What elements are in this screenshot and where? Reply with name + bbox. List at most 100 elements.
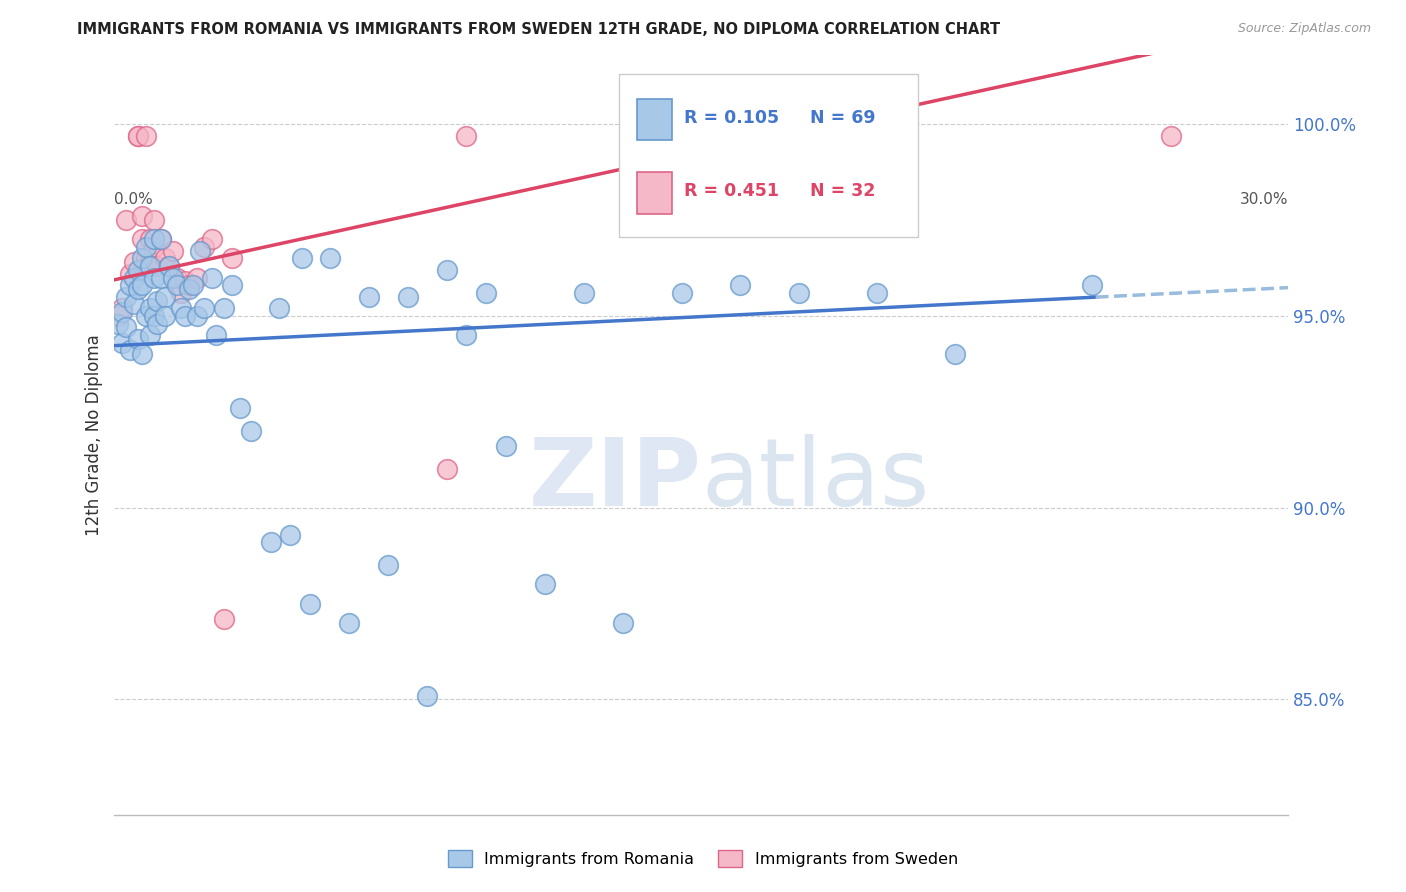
- Point: [291, 252, 314, 266]
- Point: [396, 290, 419, 304]
- Point: [131, 252, 153, 266]
- Point: [193, 301, 215, 316]
- Point: [131, 347, 153, 361]
- Point: [228, 401, 250, 415]
- Point: [177, 282, 200, 296]
- Point: [142, 232, 165, 246]
- Point: [150, 270, 173, 285]
- Point: [157, 259, 180, 273]
- FancyBboxPatch shape: [637, 99, 672, 141]
- Point: [150, 232, 173, 246]
- Point: [131, 232, 153, 246]
- Point: [138, 328, 160, 343]
- Point: [221, 252, 243, 266]
- Point: [135, 309, 157, 323]
- Point: [186, 270, 208, 285]
- Point: [135, 128, 157, 143]
- Point: [201, 232, 224, 246]
- Point: [475, 285, 498, 300]
- Point: [533, 577, 555, 591]
- Point: [120, 267, 142, 281]
- Point: [120, 343, 142, 358]
- Point: [260, 535, 283, 549]
- Point: [127, 282, 149, 296]
- Point: [318, 252, 340, 266]
- Point: [162, 244, 184, 258]
- Point: [298, 597, 321, 611]
- Point: [170, 301, 193, 316]
- Y-axis label: 12th Grade, No Diploma: 12th Grade, No Diploma: [86, 334, 103, 536]
- Text: 30.0%: 30.0%: [1240, 192, 1288, 207]
- Point: [135, 252, 157, 266]
- Point: [572, 285, 595, 300]
- Point: [173, 309, 195, 323]
- Point: [142, 213, 165, 227]
- FancyBboxPatch shape: [637, 172, 672, 214]
- Point: [142, 240, 165, 254]
- Point: [205, 328, 228, 343]
- Text: IMMIGRANTS FROM ROMANIA VS IMMIGRANTS FROM SWEDEN 12TH GRADE, NO DIPLOMA CORRELA: IMMIGRANTS FROM ROMANIA VS IMMIGRANTS FR…: [77, 22, 1001, 37]
- Point: [495, 439, 517, 453]
- Point: [240, 424, 263, 438]
- Point: [138, 301, 160, 316]
- Point: [730, 278, 752, 293]
- Legend: Immigrants from Romania, Immigrants from Sweden: Immigrants from Romania, Immigrants from…: [441, 843, 965, 873]
- Text: N = 69: N = 69: [810, 109, 876, 127]
- Text: N = 32: N = 32: [810, 182, 876, 200]
- Point: [122, 255, 145, 269]
- Point: [212, 612, 235, 626]
- Point: [166, 278, 188, 293]
- Point: [186, 309, 208, 323]
- Point: [162, 270, 184, 285]
- Point: [436, 462, 458, 476]
- Point: [201, 270, 224, 285]
- Point: [1081, 278, 1104, 293]
- Point: [456, 128, 478, 143]
- Point: [146, 317, 169, 331]
- Point: [157, 259, 180, 273]
- Point: [127, 128, 149, 143]
- Point: [127, 332, 149, 346]
- Point: [127, 128, 149, 143]
- Text: 0.0%: 0.0%: [114, 192, 153, 207]
- Point: [155, 252, 177, 266]
- Text: Source: ZipAtlas.com: Source: ZipAtlas.com: [1237, 22, 1371, 36]
- Point: [166, 270, 188, 285]
- Point: [142, 309, 165, 323]
- Point: [212, 301, 235, 316]
- Point: [111, 301, 134, 316]
- Point: [111, 305, 134, 319]
- Point: [138, 259, 160, 273]
- Point: [138, 255, 160, 269]
- Point: [146, 293, 169, 308]
- Point: [193, 240, 215, 254]
- Point: [337, 615, 360, 630]
- Point: [115, 290, 138, 304]
- Point: [416, 689, 439, 703]
- FancyBboxPatch shape: [619, 74, 918, 237]
- Point: [122, 297, 145, 311]
- Text: R = 0.105: R = 0.105: [683, 109, 779, 127]
- Point: [436, 263, 458, 277]
- Point: [127, 263, 149, 277]
- Point: [181, 278, 204, 293]
- Point: [1160, 128, 1182, 143]
- Point: [280, 527, 302, 541]
- Point: [170, 285, 193, 300]
- Text: ZIP: ZIP: [529, 434, 702, 526]
- Point: [142, 270, 165, 285]
- Point: [122, 270, 145, 285]
- Point: [150, 232, 173, 246]
- Point: [131, 278, 153, 293]
- Point: [120, 278, 142, 293]
- Point: [612, 615, 634, 630]
- Point: [135, 240, 157, 254]
- Point: [866, 285, 889, 300]
- Point: [155, 290, 177, 304]
- Point: [173, 275, 195, 289]
- Point: [221, 278, 243, 293]
- Point: [267, 301, 290, 316]
- Point: [107, 317, 129, 331]
- Point: [131, 209, 153, 223]
- Point: [190, 244, 212, 258]
